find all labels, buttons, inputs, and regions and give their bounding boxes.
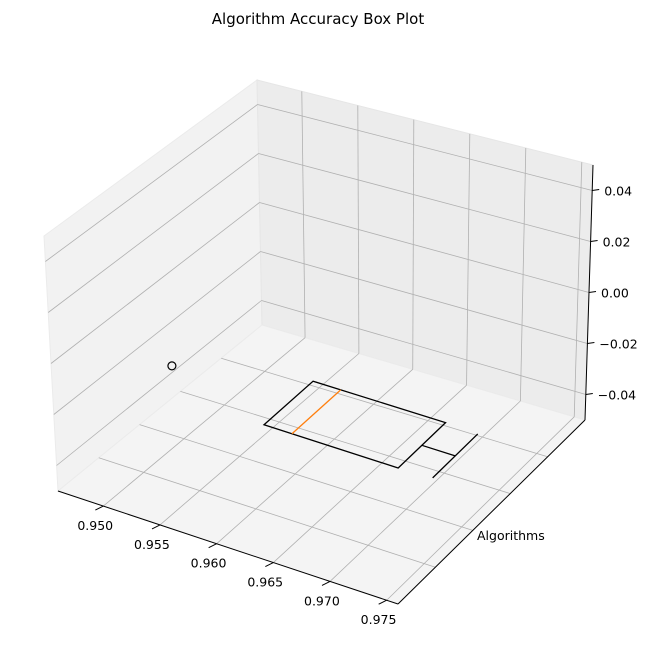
x-gridline-floor: [386, 416, 575, 601]
z-gridline-left: [53, 251, 261, 415]
y-gridline-floor: [139, 424, 473, 531]
z-gridline-back: [260, 251, 588, 344]
y-gridline-floor: [98, 457, 436, 568]
x-gridline-floor: [103, 337, 306, 507]
axes-panes: [43, 79, 594, 605]
tick-labels: 0.950 0.955 0.960 0.965 0.970 0.975 0.04 0.02 0.…: [77, 184, 637, 628]
z-tick-label: −0.04: [598, 388, 636, 403]
x-gridline-floor: [329, 400, 521, 582]
x-tick-label: 0.960: [191, 556, 227, 571]
z-tick-label: 0.04: [604, 184, 632, 199]
z-tick-mark: [590, 240, 598, 242]
x-tick-label: 0.965: [247, 575, 283, 590]
x-tick-mark: [378, 599, 387, 605]
z-tick-label: 0.00: [601, 286, 629, 301]
x-gridline-floor: [273, 384, 467, 563]
median-line: [291, 389, 342, 435]
box-marks: [167, 361, 479, 479]
x-tick-label: 0.975: [361, 612, 397, 627]
z-gridline-left: [47, 153, 259, 313]
chart-title: Algorithm Accuracy Box Plot: [212, 10, 425, 28]
x-tick-mark: [208, 543, 217, 549]
z-tick-mark: [585, 393, 593, 395]
x-tick-label: 0.955: [134, 537, 170, 552]
z-gridline-back: [259, 202, 590, 293]
x-tick-mark: [265, 562, 274, 568]
gridlines: [45, 91, 593, 601]
z-gridline-left: [50, 202, 260, 364]
outlier-point: [167, 361, 177, 371]
x-tick-label: 0.950: [77, 518, 113, 533]
z-gridline-back: [258, 153, 591, 242]
y-gridline-floor: [180, 391, 511, 494]
z-tick-mark: [588, 291, 597, 293]
z-tick-mark: [592, 189, 600, 191]
x-tick-mark: [151, 524, 161, 530]
z-gridline-back: [257, 104, 593, 191]
z-gridline-left: [45, 104, 258, 262]
z-gridline-back: [261, 300, 586, 395]
y-gridline-floor: [221, 357, 548, 458]
z-gridline-left: [56, 300, 262, 466]
axis-lines: [57, 164, 600, 605]
x-gridline-floor: [216, 369, 413, 545]
x-tick-mark: [321, 580, 331, 586]
z-tick-mark: [587, 342, 595, 344]
whisker-high: [421, 444, 456, 457]
x-tick-label: 0.970: [304, 593, 340, 608]
x-gridline-floor: [159, 353, 360, 526]
x-tick-mark: [95, 505, 104, 511]
z-tick-label: −0.02: [599, 337, 637, 352]
y-axis-line: [397, 419, 586, 605]
y-axis-label: Algorithms: [477, 528, 545, 543]
z-axis-line: [584, 164, 594, 421]
z-tick-label: 0.02: [603, 235, 631, 250]
box-iqr: [262, 380, 447, 469]
x-axis-line: [57, 490, 399, 605]
whisker-cap-high: [432, 433, 479, 479]
